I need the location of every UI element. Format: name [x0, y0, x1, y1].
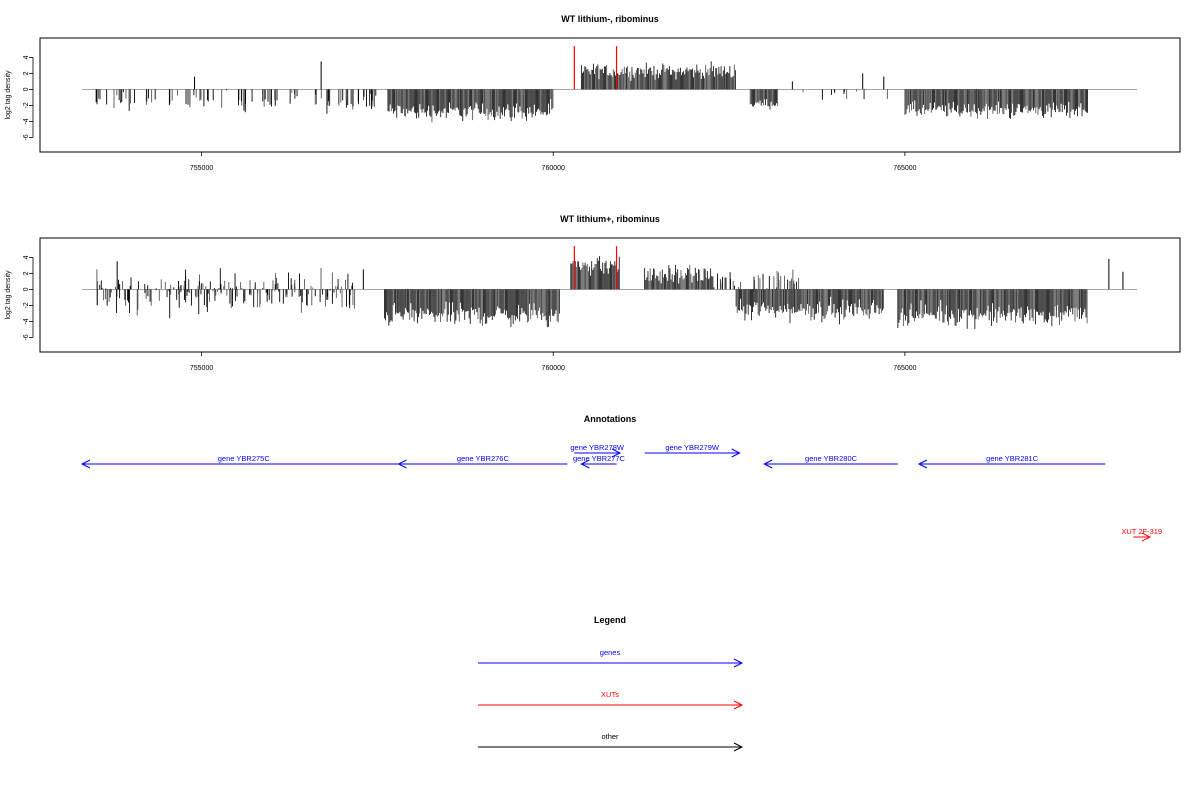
x-tick-label: 755000 — [190, 365, 213, 372]
feature-xut-2f-319: XUT 2F-319 — [1121, 527, 1162, 542]
plot-frame — [39, 237, 1181, 353]
feature-label: gene YBR275C — [218, 454, 271, 463]
legend-label: other — [601, 732, 619, 741]
annotations-track: Annotations gene YBR275C gene YBR276C gene … — [80, 414, 1162, 542]
chart-title: WT lithium-, ribominus — [561, 14, 659, 24]
x-tick-label: 760000 — [542, 365, 565, 372]
legend-label: genes — [600, 648, 621, 657]
y-axis-label: log2 tag density — [5, 70, 12, 120]
y-axis: -6 -4 -2 0 2 4 — [23, 55, 34, 141]
x-tick-label: 765000 — [893, 365, 916, 372]
feature-gene-ybr281c: gene YBR281C — [917, 454, 1106, 469]
feature-arrowhead — [80, 459, 91, 469]
legend-item-xuts: XUTs — [478, 690, 744, 710]
legend-item-other: other — [478, 732, 744, 752]
x-axis: 755000 760000 765000 — [190, 352, 917, 372]
feature-gene-ybr275c: gene YBR275C — [80, 454, 406, 469]
feature-arrowhead — [763, 459, 773, 469]
y-tick-label: -6 — [23, 334, 30, 340]
y-axis: -6 -4 -2 0 2 4 — [23, 255, 34, 341]
y-tick-label: -2 — [23, 302, 30, 308]
bar-series — [95, 46, 1088, 123]
y-tick-label: -4 — [23, 118, 30, 124]
feature-label: gene YBR277C — [573, 454, 626, 463]
feature-arrowhead — [731, 448, 741, 458]
feature-label: gene YBR279W — [665, 443, 720, 452]
feature-arrowhead — [1141, 532, 1152, 542]
feature-gene-ybr280c: gene YBR280C — [763, 454, 898, 469]
legend-arrowhead — [733, 658, 744, 668]
y-tick-label: 2 — [23, 271, 30, 275]
feature-label: gene YBR278W — [570, 443, 625, 452]
annotations-title: Annotations — [584, 414, 637, 424]
feature-gene-ybr279w: gene YBR279W — [644, 443, 741, 458]
x-tick-label: 755000 — [190, 165, 213, 172]
feature-label: gene YBR276C — [457, 454, 510, 463]
y-axis-label: log2 tag density — [5, 270, 12, 320]
feature-arrowhead — [397, 459, 407, 469]
feature-gene-ybr278w: gene YBR278W — [570, 443, 625, 458]
legend-item-genes: genes — [478, 648, 744, 668]
y-tick-label: -6 — [23, 134, 30, 140]
feature-gene-ybr277c: gene YBR277C — [573, 454, 626, 469]
y-tick-label: -4 — [23, 318, 30, 324]
legend: Legend genes XUTs other — [478, 615, 744, 752]
y-tick-label: 0 — [23, 287, 30, 291]
x-tick-label: 760000 — [542, 165, 565, 172]
x-tick-label: 765000 — [893, 165, 916, 172]
plot-frame — [39, 37, 1181, 153]
chart-panel-2: WT lithium+, ribominus -6 -4 -2 0 2 4 log2 tag … — [5, 214, 1181, 372]
legend-label: XUTs — [601, 690, 619, 699]
chart-panel-1: WT lithium-, ribominus -6 -4 -2 0 2 4 log2 tag … — [5, 14, 1181, 172]
y-tick-label: 4 — [23, 55, 30, 59]
feature-label: gene YBR280C — [805, 454, 858, 463]
legend-arrowhead — [733, 700, 744, 710]
feature-label: gene YBR281C — [986, 454, 1039, 463]
x-axis: 755000 760000 765000 — [190, 152, 917, 172]
feature-label: XUT 2F-319 — [1121, 527, 1162, 536]
legend-title: Legend — [594, 615, 626, 625]
feature-gene-ybr276c: gene YBR276C — [397, 454, 568, 469]
y-tick-label: 2 — [23, 71, 30, 75]
y-tick-label: -2 — [23, 102, 30, 108]
y-tick-label: 0 — [23, 87, 30, 91]
chart-title: WT lithium+, ribominus — [560, 214, 660, 224]
feature-arrowhead — [580, 459, 590, 469]
bar-series — [96, 246, 1124, 330]
feature-arrowhead — [611, 448, 622, 458]
y-tick-label: 4 — [23, 255, 30, 259]
legend-arrowhead — [733, 742, 744, 752]
feature-arrowhead — [917, 459, 928, 469]
